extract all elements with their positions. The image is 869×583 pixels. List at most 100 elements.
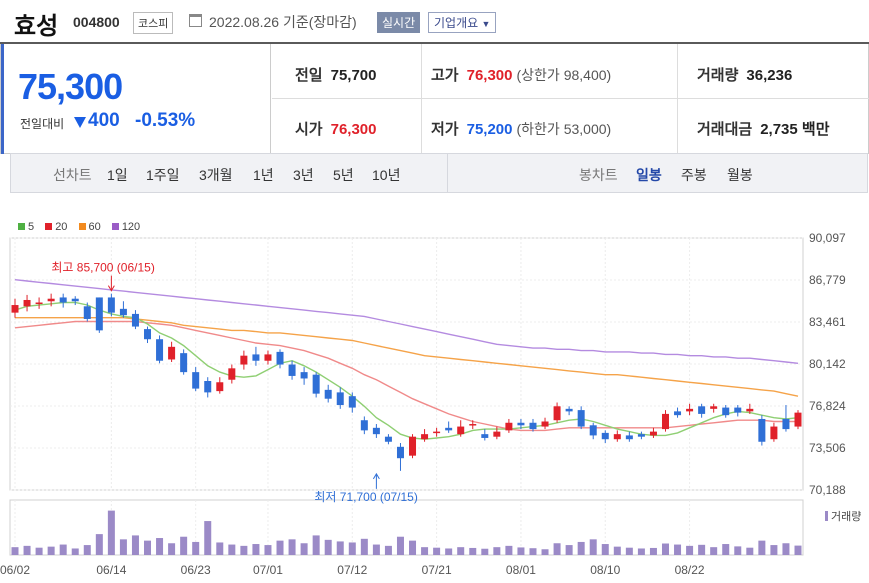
volume-bar — [698, 544, 706, 555]
candle-body — [674, 411, 682, 416]
series-line-ma5 — [14, 301, 799, 440]
volume-bar — [601, 544, 609, 555]
volume-bar — [517, 547, 525, 555]
volume-bar — [348, 542, 356, 555]
volume-bar — [131, 535, 139, 555]
candle-body — [529, 422, 537, 430]
volume-bar — [168, 543, 176, 555]
y-tick-label: 90,097 — [809, 231, 846, 245]
chevron-down-icon: ▼ — [481, 19, 491, 29]
line-chart-label: 선차트 — [53, 167, 92, 183]
volume-bar — [59, 544, 67, 555]
candle-monthly[interactable]: 월봉 — [727, 167, 753, 183]
volume-bar — [445, 548, 453, 555]
candle-daily[interactable]: 일봉 — [636, 167, 662, 183]
period-1y[interactable]: 1년 — [253, 167, 274, 183]
period-5y[interactable]: 5년 — [333, 167, 354, 183]
x-tick-label: 07/21 — [422, 563, 452, 577]
candle-body — [445, 427, 453, 431]
period-10y[interactable]: 10년 — [372, 167, 401, 183]
volume-bar — [746, 547, 754, 555]
volume-bar — [240, 545, 248, 555]
volume-bar — [276, 540, 284, 555]
volume-bar — [47, 546, 55, 555]
volume-bar — [71, 548, 79, 555]
volume-bar — [493, 547, 501, 555]
change-value: 400 — [88, 110, 120, 131]
candle-body — [746, 408, 754, 412]
candle-body — [613, 434, 621, 440]
candle-body — [336, 392, 344, 406]
candle-body — [95, 297, 103, 331]
volume-bar — [637, 548, 645, 555]
volume-bar — [228, 544, 236, 555]
volume-frame — [9, 499, 804, 556]
period-1w[interactable]: 1주일 — [146, 167, 180, 183]
volume-bar — [661, 543, 669, 555]
period-1d[interactable]: 1일 — [107, 167, 128, 183]
series-line-ma60 — [15, 317, 799, 397]
candle-body — [384, 436, 392, 442]
x-tick-label: 06/14 — [96, 563, 126, 577]
volume-bar — [288, 539, 296, 555]
quote-panel: 75,300 전일대비 400 -0.53% 전일 75,700 고가 76,300… — [0, 44, 869, 154]
volume-bar — [216, 542, 224, 555]
candle-body — [396, 446, 404, 459]
volume-bar — [529, 548, 537, 555]
volume-bar — [565, 545, 573, 555]
stock-name: 효성 — [14, 13, 59, 40]
volume-bar — [577, 541, 585, 555]
candle-body — [107, 297, 115, 313]
candle-body — [601, 432, 609, 440]
volume: 거래량 36,236 — [697, 67, 793, 84]
candle-body — [457, 426, 465, 435]
candle-body — [35, 302, 43, 305]
x-tick-label: 07/01 — [253, 563, 283, 577]
candle-body — [324, 389, 332, 399]
high-annotation-label: 최고 85,700 (06/15) — [51, 261, 154, 275]
candle-weekly[interactable]: 주봉 — [681, 167, 707, 183]
volume-bar — [734, 546, 742, 555]
calendar-icon — [189, 14, 202, 27]
legend-ma20: 20 — [45, 221, 67, 233]
period-3m[interactable]: 3개월 — [199, 167, 233, 183]
volume-bar — [360, 538, 368, 555]
high-price: 고가 76,300 (상한가 98,400) — [431, 67, 612, 84]
volume-bar — [421, 547, 429, 555]
candle-body — [409, 436, 417, 456]
volume-bar — [144, 540, 152, 555]
realtime-button[interactable]: 실시간 — [377, 12, 421, 33]
candle-body — [493, 431, 501, 437]
low-annotation-arrowhead — [372, 472, 380, 480]
candle-body — [661, 413, 669, 430]
period-3y[interactable]: 3년 — [293, 167, 314, 183]
stock-code: 004800 — [73, 14, 120, 30]
candle-body — [734, 407, 742, 413]
volume-bar — [625, 547, 633, 555]
candle-body — [505, 422, 513, 431]
x-tick-label: 08/22 — [675, 563, 705, 577]
volume-bar — [433, 547, 441, 555]
volume-bar — [770, 545, 778, 555]
volume-bar — [107, 510, 115, 555]
legend-ma60: 60 — [78, 221, 101, 233]
company-overview-dropdown[interactable]: 기업개요 ▼ — [428, 12, 497, 33]
current-price: 75,300 — [18, 66, 123, 107]
volume-bar — [252, 544, 260, 555]
candle-body — [252, 354, 260, 361]
divider — [447, 154, 448, 192]
candle-body — [698, 406, 706, 414]
volume-bar — [457, 547, 465, 555]
prev-close: 전일 75,700 — [295, 67, 377, 84]
chart-toolbar: 선차트 1일 1주일 3개월 1년 3년 5년 10년 봉차트 일봉 주봉 월봉 — [10, 153, 868, 193]
series-line-ma120 — [14, 279, 799, 364]
candle-body — [276, 351, 284, 365]
x-tick-label: 06/23 — [181, 563, 211, 577]
candle-body — [372, 427, 380, 435]
y-tick-label: 76,824 — [809, 399, 846, 413]
y-tick-label: 73,506 — [809, 441, 846, 455]
volume-bar — [372, 544, 380, 555]
candle-body — [83, 306, 91, 319]
stock-header: 효성 004800 코스피 2022.08.26 기준(장마감) 실시간 기업개… — [0, 0, 869, 44]
